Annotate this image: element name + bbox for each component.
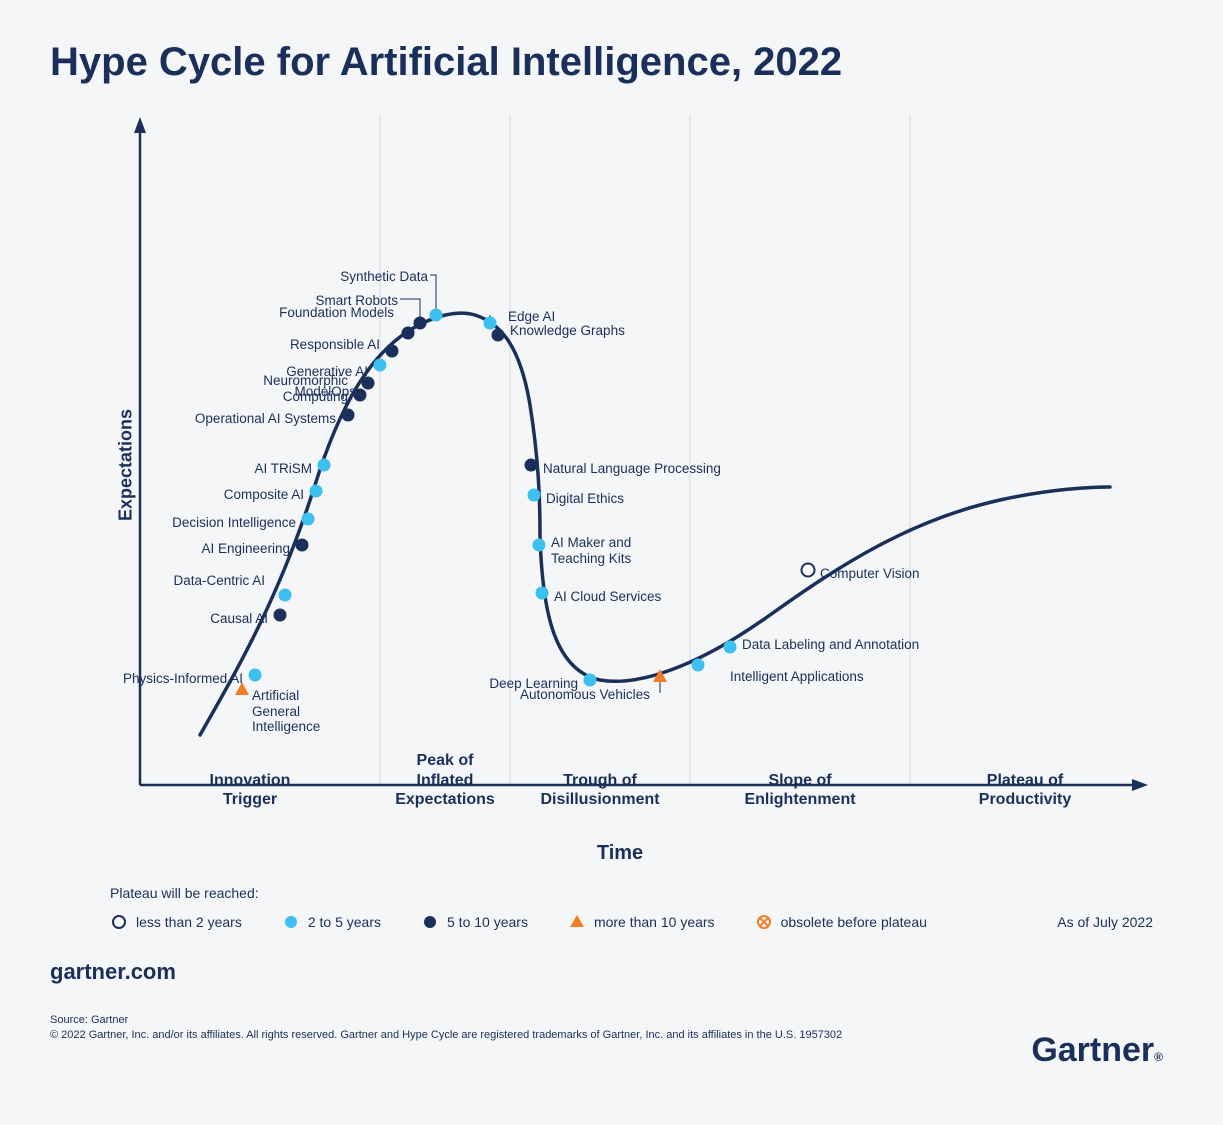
legend-item-label: more than 10 years: [594, 914, 715, 930]
legend-item-label: 2 to 5 years: [308, 914, 381, 930]
phase-label: Peak ofInflatedExpectations: [380, 751, 510, 809]
footer-url: gartner.com: [50, 959, 1173, 985]
tech-label: Physics-Informed AI: [123, 671, 243, 687]
tech-label: Smart Robots: [315, 293, 398, 309]
legend-as-of: As of July 2022: [1057, 914, 1173, 930]
legend: Plateau will be reached: less than 2 yea…: [110, 885, 1173, 931]
tech-label: AI TRiSM: [254, 461, 312, 477]
legend-item: obsolete before plateau: [755, 913, 927, 931]
tech-label: Autonomous Vehicles: [520, 687, 650, 703]
legend-item-label: 5 to 10 years: [447, 914, 528, 930]
legend-marker-icon: [755, 913, 773, 931]
tech-label: Operational AI Systems: [195, 411, 336, 427]
tech-label: Natural Language Processing: [543, 461, 721, 477]
registered-icon: ®: [1154, 1050, 1163, 1064]
phase-label: Trough ofDisillusionment: [515, 771, 685, 809]
legend-item: less than 2 years: [110, 913, 242, 931]
source-line1: Source: Gartner: [50, 1013, 1173, 1028]
tech-label: Digital Ethics: [546, 491, 624, 507]
tech-label: Composite AI: [224, 487, 304, 503]
tech-label: Synthetic Data: [340, 269, 428, 285]
legend-item-label: obsolete before plateau: [781, 914, 927, 930]
legend-row: less than 2 years 2 to 5 years 5 to 10 yea…: [110, 913, 1173, 931]
legend-item: 5 to 10 years: [421, 913, 528, 931]
legend-marker-icon: [421, 913, 439, 931]
legend-marker-icon: [282, 913, 300, 931]
footer-source: Source: Gartner © 2022 Gartner, Inc. and…: [50, 1013, 1173, 1044]
tech-label: Causal AI: [210, 611, 268, 627]
tech-label: AI Engineering: [201, 541, 290, 557]
tech-label: Data Labeling and Annotation: [742, 637, 919, 653]
tech-label: Responsible AI: [290, 337, 380, 353]
tech-label: AI Cloud Services: [554, 589, 661, 605]
tech-label: Decision Intelligence: [172, 515, 296, 531]
x-axis-label: Time: [597, 842, 643, 865]
tech-label: Knowledge Graphs: [510, 323, 625, 339]
tech-label: Generative AI: [286, 364, 368, 380]
tech-label: ModelOps: [294, 384, 356, 400]
tech-label: Intelligent Applications: [730, 669, 864, 685]
legend-title: Plateau will be reached:: [110, 885, 1173, 901]
tech-label: AI Maker andTeaching Kits: [551, 535, 631, 566]
chart-title: Hype Cycle for Artificial Intelligence, …: [50, 40, 1173, 85]
tech-label: ArtificialGeneralIntelligence: [252, 688, 320, 735]
gartner-logo: Gartner®: [1031, 1031, 1163, 1070]
legend-marker-icon: [110, 913, 128, 931]
source-line2: © 2022 Gartner, Inc. and/or its affiliat…: [50, 1028, 1173, 1043]
tech-label: Data-Centric AI: [173, 573, 265, 589]
phase-label: Slope ofEnlightenment: [700, 771, 900, 809]
phase-label: Plateau ofProductivity: [925, 771, 1125, 809]
legend-item: more than 10 years: [568, 913, 715, 931]
legend-item-label: less than 2 years: [136, 914, 242, 930]
legend-item: 2 to 5 years: [282, 913, 381, 931]
chart-container: Hype Cycle for Artificial Intelligence, …: [0, 0, 1223, 1125]
phase-label: InnovationTrigger: [165, 771, 335, 809]
tech-label: Computer Vision: [820, 566, 920, 582]
chart-area: Expectations InnovationTriggerPeak ofInf…: [80, 105, 1160, 825]
legend-marker-icon: [568, 913, 586, 931]
